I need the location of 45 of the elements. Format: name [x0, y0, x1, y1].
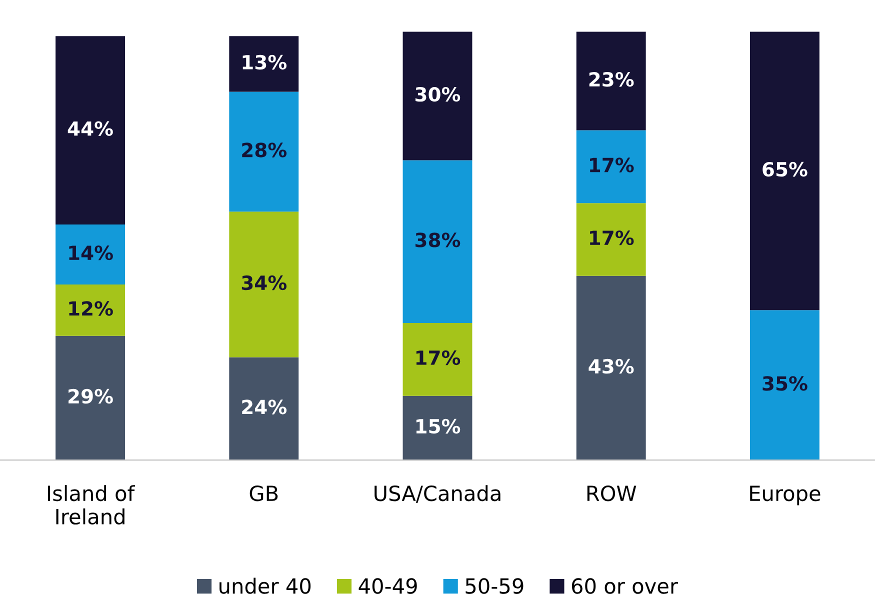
- bar: [229, 357, 299, 460]
- data-label: 29%: [68, 388, 113, 404]
- x-tick-label: Island of Ireland: [48, 485, 136, 525]
- x-tick-label: USA/Canada: [374, 485, 500, 503]
- data-label: 28%: [242, 142, 287, 158]
- bar: [402, 323, 472, 396]
- data-label: 14%: [69, 245, 113, 260]
- data-label: 44%: [68, 121, 113, 136]
- data-label: 43%: [588, 358, 634, 374]
- data-label: 23%: [589, 72, 634, 87]
- bar: [56, 224, 125, 284]
- data-label: 15%: [416, 418, 460, 434]
- data-label: 17%: [590, 158, 634, 172]
- legend-label: 50-59: [466, 578, 524, 594]
- x-tick-label: Europe: [750, 486, 820, 506]
- bar: [402, 32, 472, 160]
- x-tick-label: ROW: [587, 485, 636, 502]
- legend-label: 60 or over: [572, 578, 678, 594]
- bar: [402, 160, 472, 324]
- bar: [576, 130, 646, 204]
- data-label: 24%: [242, 400, 287, 414]
- bar: [402, 396, 472, 460]
- data-label: 30%: [416, 86, 460, 102]
- data-label: 38%: [416, 232, 460, 248]
- data-label: 13%: [242, 54, 287, 70]
- data-label: 65%: [762, 162, 808, 177]
- bar: [576, 203, 646, 276]
- data-label: 17%: [590, 230, 634, 246]
- bar: [56, 336, 125, 460]
- bar: [750, 310, 820, 460]
- bar: [750, 32, 820, 310]
- x-tick-label: GB: [250, 485, 278, 502]
- bar: [229, 92, 299, 212]
- bar: [56, 284, 125, 336]
- bar: [56, 36, 125, 225]
- data-label: 17%: [416, 350, 460, 366]
- legend-label: 40-49: [358, 578, 417, 594]
- bar: [576, 32, 646, 130]
- data-label: 12%: [69, 301, 113, 316]
- data-label: 35%: [762, 376, 808, 391]
- bar: [576, 276, 646, 460]
- bar: [229, 212, 299, 358]
- bar: [229, 36, 299, 92]
- data-label: 34%: [242, 275, 287, 290]
- legend-label: under 40: [220, 578, 311, 594]
